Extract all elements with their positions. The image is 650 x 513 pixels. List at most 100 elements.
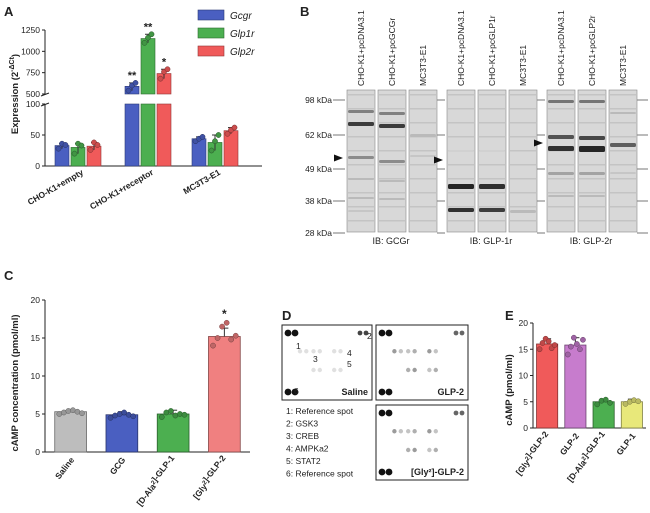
- legend-swatch-glp2r: [197, 45, 225, 57]
- blot-background-band: [510, 206, 536, 208]
- array-membrane: [281, 324, 373, 401]
- protein-array: Saline GLP-2 [Gly²]-GLP-2 1 2 3 45 6 1: Referenc…: [281, 324, 469, 481]
- blot-lane: [346, 89, 376, 233]
- data-point: [232, 332, 239, 339]
- y-tick-label: 750: [26, 68, 40, 78]
- array-spot: [433, 349, 438, 354]
- blot-background-band: [410, 220, 436, 222]
- blot-background-band: [448, 164, 474, 166]
- blot-background-band: [479, 164, 505, 166]
- blot-band: [448, 150, 474, 152]
- array-spot: [412, 447, 417, 453]
- data-point: [208, 147, 215, 154]
- bar-glp1r-lower: [140, 103, 156, 167]
- blot-background-band: [610, 178, 636, 180]
- data-point: [228, 336, 235, 343]
- blot-background-band: [479, 220, 505, 222]
- panel-a-categories: CHO-K1+empty CHO-K1+receptor MC3T3-E1: [26, 167, 222, 212]
- data-point: [107, 414, 114, 421]
- array-spot: [297, 349, 303, 354]
- array-spot: [398, 349, 404, 354]
- reference-spot: [378, 468, 386, 476]
- category-label: GCG: [108, 455, 128, 477]
- data-point: [214, 335, 221, 341]
- array-spot: [412, 349, 417, 354]
- blot-background-band: [379, 164, 405, 166]
- category-label: CHO-K1+receptor: [88, 167, 156, 212]
- blot-background-band: [379, 150, 405, 152]
- blot-background-band: [610, 122, 636, 124]
- category-label: GLP-2: [558, 431, 581, 457]
- data-point: [132, 80, 139, 86]
- blot-background-band: [548, 178, 574, 180]
- legend-label-glp1r: Glp1r: [230, 29, 255, 40]
- array-legend-item: 5: STAT2: [286, 456, 321, 466]
- data-point: [574, 341, 580, 347]
- blot-background-band: [510, 108, 536, 110]
- array-spot: [433, 429, 438, 434]
- lane-label: CHO-K1+pcDNA3.1: [556, 10, 566, 86]
- y-tick-label: 20: [31, 295, 41, 305]
- category-label: Saline: [53, 455, 76, 481]
- array-spot: [304, 349, 309, 354]
- blot-band: [479, 150, 505, 152]
- significance-marker: *: [162, 56, 167, 68]
- marker-label: 98 kDa: [305, 95, 332, 105]
- blot-background-band: [348, 220, 374, 222]
- array-legend-item: 2: GSK3: [286, 419, 318, 429]
- data-point: [219, 323, 225, 330]
- legend-swatch-gcgr: [197, 9, 225, 21]
- legend-swatch-glp1r: [197, 27, 225, 39]
- panel-c-chart: 0 5 10 15 20 Saline GCG[D-Ala2]-GLP-1[Gly2]-GL…: [31, 295, 250, 508]
- y-tick-label: 500: [26, 89, 40, 99]
- blot-background-band: [479, 108, 505, 110]
- blot-background-band: [548, 122, 574, 124]
- data-point: [94, 142, 101, 148]
- blot-band: [548, 135, 574, 139]
- data-point: [577, 346, 583, 353]
- data-point: [164, 66, 171, 73]
- spot-number: 3: [313, 354, 318, 364]
- y-tick-label: 15: [519, 344, 529, 354]
- blot-band: [379, 112, 405, 115]
- blot-background-band: [448, 136, 474, 138]
- panel-a-legend: Gcgr Glp1r Glp2r: [197, 9, 255, 58]
- reference-spot: [385, 468, 393, 476]
- data-point: [545, 338, 552, 345]
- bar: [208, 336, 241, 453]
- blot-background-band: [379, 108, 405, 110]
- array-spot: [406, 349, 411, 354]
- blot-lane: [408, 89, 438, 233]
- spot-number: 4: [347, 348, 352, 358]
- panel-c-letter: C: [4, 268, 14, 283]
- blot-background-band: [479, 192, 505, 194]
- reference-spot: [385, 388, 393, 396]
- data-point: [594, 401, 601, 408]
- y-tick-label: 1250: [21, 25, 40, 35]
- blot-background-band: [610, 192, 636, 194]
- array-membrane: [375, 324, 469, 401]
- data-point: [199, 134, 206, 140]
- marker-label: 62 kDa: [305, 130, 332, 140]
- blot-background-band: [579, 178, 605, 180]
- blot-band: [379, 160, 405, 163]
- blot-lane: [546, 89, 576, 233]
- ib-label: IB: GCGr: [372, 236, 409, 246]
- blot-background-band: [510, 150, 536, 152]
- blot-lane: [508, 89, 538, 233]
- arrowhead-marker: [534, 139, 543, 147]
- spot-number: 2: [367, 331, 372, 341]
- array-spot: [427, 447, 432, 453]
- lane-label: MC3T3-E1: [618, 45, 628, 86]
- y-tick-label: 10: [31, 371, 41, 381]
- bar-gcgr-lower: [124, 103, 140, 167]
- blot-band: [479, 184, 505, 189]
- bar: [54, 411, 87, 453]
- significance-marker: **: [144, 21, 153, 33]
- blot-band: [579, 136, 605, 140]
- blot-background-band: [479, 178, 505, 180]
- significance-marker: **: [128, 70, 137, 82]
- blot-band: [548, 100, 574, 103]
- blot-background-band: [379, 178, 405, 180]
